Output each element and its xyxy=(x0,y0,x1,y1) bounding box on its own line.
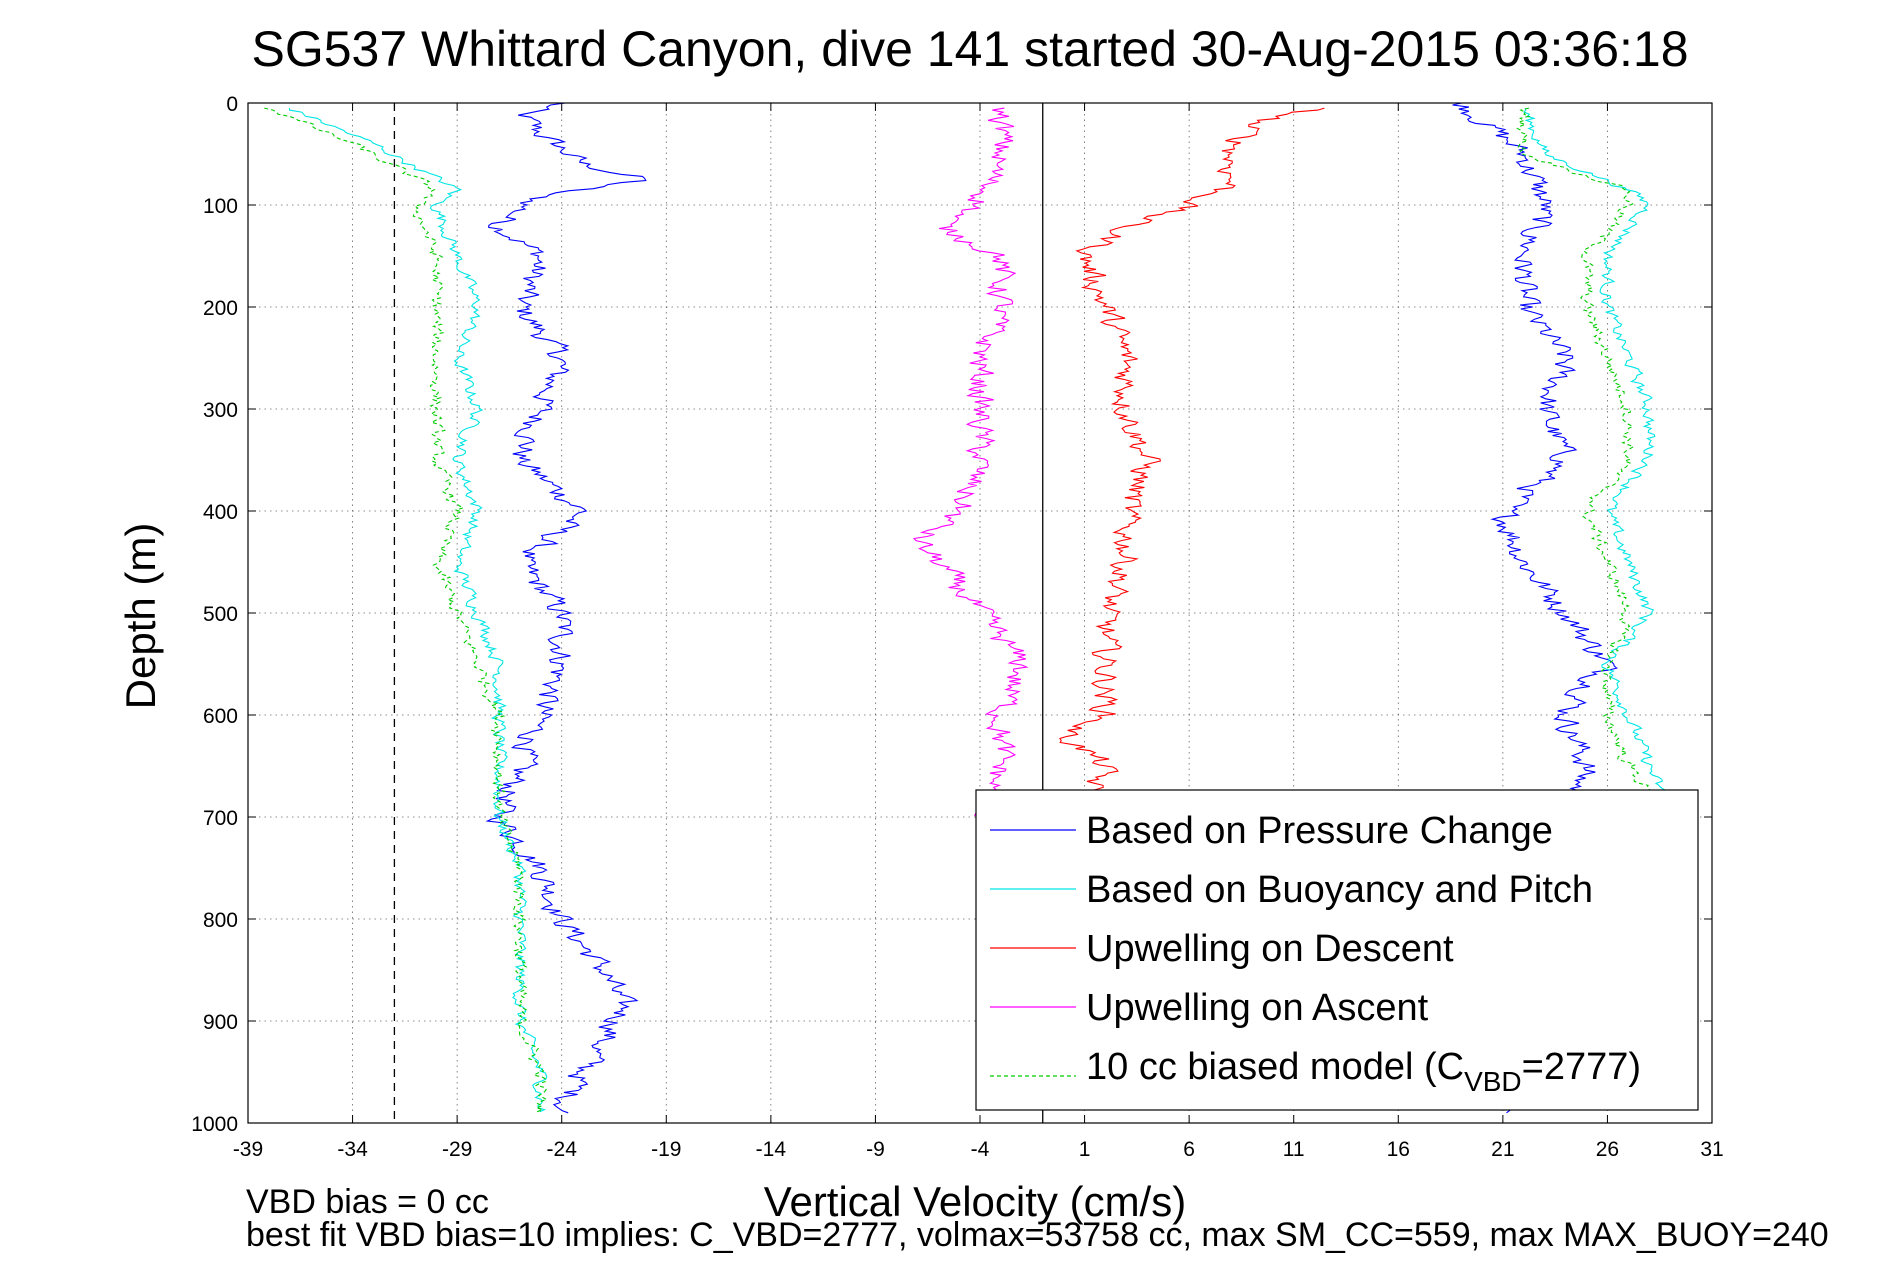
x-axis-label: Vertical Velocity (cm/s) xyxy=(764,1178,1186,1225)
y-tick-label: 1000 xyxy=(191,1113,238,1136)
x-tick-label: -14 xyxy=(756,1138,787,1161)
x-tick-label: -24 xyxy=(547,1138,578,1161)
plot-frame xyxy=(247,102,1713,1124)
series-line xyxy=(1523,107,1696,868)
x-tick-label: -19 xyxy=(651,1138,681,1161)
y-axis-label: Depth (m) xyxy=(117,523,164,710)
x-tick-label: 31 xyxy=(1700,1138,1723,1161)
series-line xyxy=(264,107,549,1113)
legend-box xyxy=(975,789,1699,1111)
series-line xyxy=(1516,107,1677,817)
y-tick-label: 200 xyxy=(203,297,238,320)
legend-label: Upwelling on Descent xyxy=(1086,928,1454,970)
y-tick-label: 800 xyxy=(203,909,238,932)
footer-line-2: best fit VBD bias=10 implies: C_VBD=2777… xyxy=(246,1216,1829,1254)
legend: Based on Pressure Change Based on Buoyanc… xyxy=(975,789,1699,1111)
chart-title: SG537 Whittard Canyon, dive 141 started … xyxy=(251,21,1688,77)
series-line xyxy=(485,103,647,1114)
x-tick-label: -29 xyxy=(442,1138,472,1161)
series-line xyxy=(288,108,548,1113)
x-tick-label: -34 xyxy=(337,1138,368,1161)
y-tick-label: 700 xyxy=(203,807,238,830)
x-tick-label: 11 xyxy=(1283,1138,1305,1161)
y-tick-label: 100 xyxy=(203,195,238,218)
legend-label: Based on Pressure Change xyxy=(1086,810,1553,852)
y-tick-label: 500 xyxy=(203,603,238,626)
series-line xyxy=(913,107,1029,817)
footer-line-1: VBD bias = 0 cc xyxy=(246,1183,489,1221)
legend-label: 10 cc biased model (CVBD=2777) xyxy=(1086,1046,1641,1097)
x-tick-label: 26 xyxy=(1596,1138,1619,1161)
axis-ticks: -39 -34 -29 -24 -19 -14 -9 -4 1 6 11 16 21 26 31010020… xyxy=(191,93,1723,1161)
x-tick-label: 21 xyxy=(1491,1138,1514,1161)
x-tick-label: -39 xyxy=(233,1138,263,1161)
x-tick-label: 1 xyxy=(1079,1138,1091,1161)
x-tick-label: -4 xyxy=(971,1138,990,1161)
x-tick-label: 16 xyxy=(1387,1138,1410,1161)
y-tick-label: 900 xyxy=(203,1011,238,1034)
x-tick-label: 6 xyxy=(1183,1138,1195,1161)
x-tick-label: -9 xyxy=(866,1138,885,1161)
legend-label: Upwelling on Ascent xyxy=(1086,987,1429,1029)
series-line xyxy=(1059,107,1325,797)
y-tick-label: 300 xyxy=(203,399,238,422)
y-tick-label: 0 xyxy=(226,93,238,116)
legend-label: Based on Buoyancy and Pitch xyxy=(1086,869,1593,911)
y-tick-label: 400 xyxy=(203,501,238,524)
y-tick-label: 600 xyxy=(203,705,238,728)
